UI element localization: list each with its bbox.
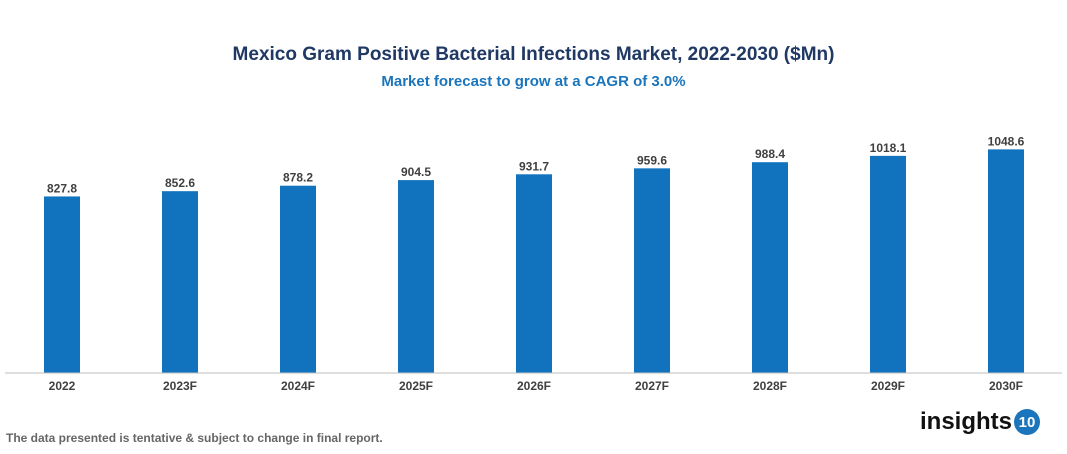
x-tick-label: 2029F	[871, 379, 905, 393]
bar	[870, 155, 906, 373]
bar	[516, 174, 552, 373]
bar	[752, 162, 788, 373]
x-tick-label: 2028F	[753, 379, 787, 393]
bar	[398, 180, 434, 373]
x-tick-label: 2030F	[989, 379, 1023, 393]
chart-subtitle: Market forecast to grow at a CAGR of 3.0…	[381, 73, 686, 90]
logo: insights 10	[920, 408, 1041, 436]
data-label: 852.6	[165, 176, 195, 190]
x-tick-label: 2022	[49, 379, 76, 393]
data-label: 827.8	[47, 181, 77, 195]
logo-badge: 10	[1014, 409, 1041, 435]
bar	[162, 191, 198, 373]
data-label: 1048.6	[988, 134, 1025, 148]
data-label: 959.6	[637, 153, 667, 167]
data-label: 904.5	[401, 165, 431, 179]
x-tick-label: 2024F	[281, 379, 315, 393]
bar	[44, 196, 80, 373]
bar	[634, 168, 670, 373]
data-label: 1018.1	[870, 141, 907, 155]
data-label: 878.2	[283, 171, 313, 185]
x-tick-label: 2023F	[163, 379, 197, 393]
bar	[988, 149, 1024, 373]
x-tick-label: 2025F	[399, 379, 433, 393]
data-label: 988.4	[755, 147, 785, 161]
data-label: 931.7	[519, 159, 549, 173]
chart-title: Mexico Gram Positive Bacterial Infection…	[232, 44, 835, 65]
footer-note: The data presented is tentative & subjec…	[6, 431, 383, 445]
bar	[280, 185, 316, 373]
x-tick-label: 2026F	[517, 379, 551, 393]
logo-text: insights	[920, 408, 1013, 435]
x-tick-label: 2027F	[635, 379, 669, 393]
